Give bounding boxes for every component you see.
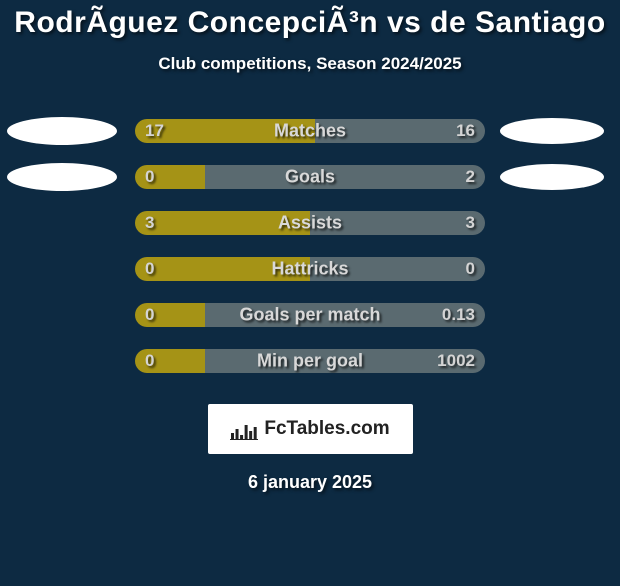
player-right-photo bbox=[500, 118, 604, 144]
stat-bar: 1716Matches bbox=[135, 119, 485, 143]
stat-row: 00.13Goals per match bbox=[0, 292, 620, 338]
player-left-photo bbox=[7, 117, 117, 145]
comparison-chart: 1716Matches 02Goals 33Assists 00Hattricks 00… bbox=[0, 108, 620, 384]
stat-bar-left-fill bbox=[135, 349, 205, 373]
stat-bar: 33Assists bbox=[135, 211, 485, 235]
bars-icon bbox=[230, 418, 258, 440]
logo-text: FcTables.com bbox=[264, 418, 389, 440]
stat-bar-left-fill bbox=[135, 303, 205, 327]
page-title: RodrÃ­guez ConcepciÃ³n vs de Santiago bbox=[0, 6, 620, 40]
stat-bar-left-fill bbox=[135, 165, 205, 189]
stat-bar-left-fill bbox=[135, 211, 310, 235]
stat-row: 01002Min per goal bbox=[0, 338, 620, 384]
season-subtitle: Club competitions, Season 2024/2025 bbox=[0, 54, 620, 74]
fctables-logo: FcTables.com bbox=[208, 404, 413, 454]
stat-bar: 02Goals bbox=[135, 165, 485, 189]
date-line: 6 january 2025 bbox=[0, 472, 620, 493]
stat-bar-left-fill bbox=[135, 119, 315, 143]
stat-bar-right-fill bbox=[205, 349, 485, 373]
stat-bar-right-fill bbox=[205, 165, 485, 189]
stat-bar-right-fill bbox=[310, 211, 485, 235]
stat-row: 33Assists bbox=[0, 200, 620, 246]
player-right-photo bbox=[500, 164, 604, 190]
stat-bar: 00.13Goals per match bbox=[135, 303, 485, 327]
stat-row: 00Hattricks bbox=[0, 246, 620, 292]
stat-bar-right-fill bbox=[310, 257, 485, 281]
stat-bar: 01002Min per goal bbox=[135, 349, 485, 373]
player-left-photo bbox=[7, 163, 117, 191]
stat-bar-left-fill bbox=[135, 257, 310, 281]
stat-bar-right-fill bbox=[315, 119, 485, 143]
stat-row: 02Goals bbox=[0, 154, 620, 200]
stat-bar: 00Hattricks bbox=[135, 257, 485, 281]
stat-bar-right-fill bbox=[205, 303, 485, 327]
stat-row: 1716Matches bbox=[0, 108, 620, 154]
